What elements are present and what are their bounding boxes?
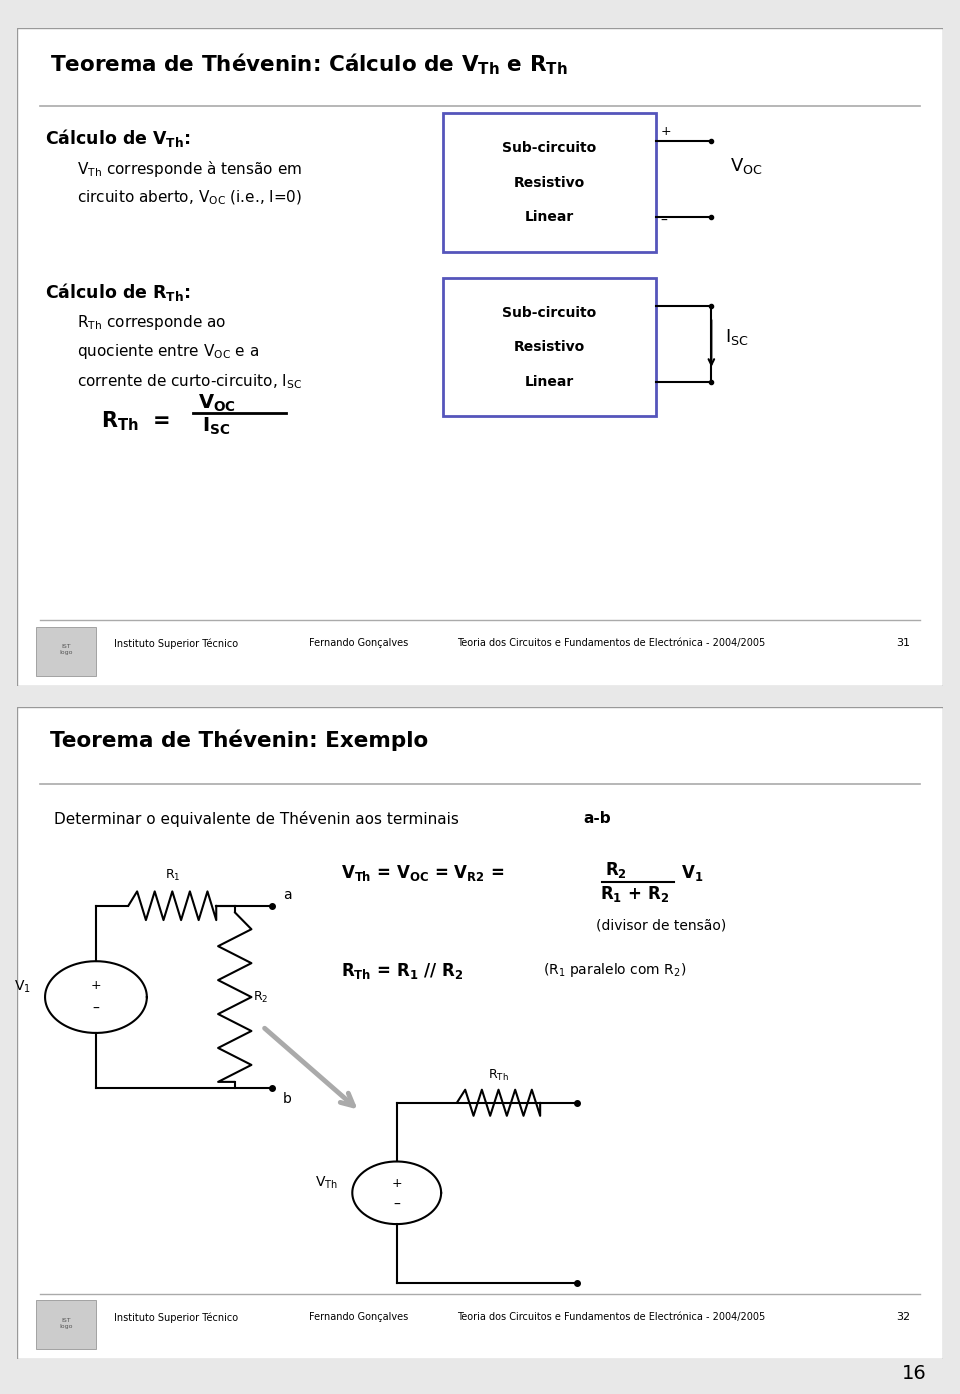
Text: Teoria dos Circuitos e Fundamentos de Electrónica - 2004/2005: Teoria dos Circuitos e Fundamentos de El…	[457, 638, 765, 648]
FancyBboxPatch shape	[443, 277, 656, 415]
Text: 16: 16	[901, 1363, 926, 1383]
FancyBboxPatch shape	[17, 28, 943, 686]
Text: Teorema de Thévenin: Exemplo: Teorema de Thévenin: Exemplo	[50, 729, 428, 751]
Text: $\mathbf{R}_\mathbf{Th}$  =: $\mathbf{R}_\mathbf{Th}$ =	[101, 410, 170, 434]
Text: Sub-circuito: Sub-circuito	[502, 141, 596, 155]
Text: $\mathbf{I}_\mathbf{SC}$: $\mathbf{I}_\mathbf{SC}$	[203, 415, 230, 438]
Text: V$_\mathregular{Th}$: V$_\mathregular{Th}$	[316, 1175, 339, 1192]
Text: Linear: Linear	[525, 210, 574, 224]
Text: V$_\mathregular{1}$: V$_\mathregular{1}$	[681, 863, 703, 884]
Text: R$_\mathregular{Th}$ = R$_\mathregular{1}$ // R$_\mathregular{2}$: R$_\mathregular{Th}$ = R$_\mathregular{1…	[341, 962, 464, 981]
Text: R$_\mathregular{1}$ + R$_\mathregular{2}$: R$_\mathregular{1}$ + R$_\mathregular{2}…	[600, 884, 669, 905]
Text: Teoria dos Circuitos e Fundamentos de Electrónica - 2004/2005: Teoria dos Circuitos e Fundamentos de El…	[457, 1312, 765, 1322]
Text: V$_\mathregular{Th}$ corresponde à tensão em: V$_\mathregular{Th}$ corresponde à tensã…	[78, 159, 302, 180]
Text: R$_\mathregular{2}$: R$_\mathregular{2}$	[605, 860, 627, 880]
Text: +: +	[660, 124, 671, 138]
Text: $\mathbf{V}_\mathbf{OC}$: $\mathbf{V}_\mathbf{OC}$	[198, 393, 236, 414]
FancyBboxPatch shape	[443, 113, 656, 251]
Text: Linear: Linear	[525, 375, 574, 389]
Text: Resistivo: Resistivo	[514, 340, 585, 354]
Text: Cálculo de V$_\mathregular{Th}$:: Cálculo de V$_\mathregular{Th}$:	[45, 127, 190, 149]
Text: corrente de curto-circuito, I$_\mathregular{SC}$: corrente de curto-circuito, I$_\mathregu…	[78, 372, 302, 390]
Text: a: a	[283, 888, 292, 902]
Text: V$_\mathregular{1}$: V$_\mathregular{1}$	[14, 979, 31, 995]
Text: Determinar o equivalente de Thévenin aos terminais: Determinar o equivalente de Thévenin aos…	[55, 811, 464, 827]
Text: R$_\mathregular{Th}$ corresponde ao: R$_\mathregular{Th}$ corresponde ao	[78, 312, 227, 332]
FancyBboxPatch shape	[36, 1301, 96, 1349]
Text: (R$_\mathregular{1}$ paralelo com R$_\mathregular{2}$): (R$_\mathregular{1}$ paralelo com R$_\ma…	[543, 962, 686, 979]
Text: I$_\mathregular{SC}$: I$_\mathregular{SC}$	[725, 328, 749, 347]
Text: circuito aberto, V$_\mathregular{OC}$ (i.e., I=0): circuito aberto, V$_\mathregular{OC}$ (i…	[78, 190, 302, 208]
Text: R$_\mathregular{Th}$: R$_\mathregular{Th}$	[488, 1068, 509, 1083]
Text: +: +	[90, 979, 101, 991]
Text: –: –	[660, 213, 667, 227]
Text: +: +	[392, 1177, 402, 1189]
Text: Instituto Superior Técnico: Instituto Superior Técnico	[114, 638, 239, 650]
Text: IST
logo: IST logo	[60, 644, 73, 655]
Text: b: b	[283, 1092, 292, 1105]
FancyBboxPatch shape	[36, 627, 96, 676]
Text: –: –	[394, 1197, 400, 1211]
Text: Cálculo de R$_\mathregular{Th}$:: Cálculo de R$_\mathregular{Th}$:	[45, 282, 190, 304]
Text: a-b: a-b	[584, 811, 612, 827]
Text: Fernando Gonçalves: Fernando Gonçalves	[309, 1312, 408, 1322]
Text: R$_\mathregular{1}$: R$_\mathregular{1}$	[164, 868, 180, 882]
Text: Instituto Superior Técnico: Instituto Superior Técnico	[114, 1312, 239, 1323]
Text: quociente entre V$_\mathregular{OC}$ e a: quociente entre V$_\mathregular{OC}$ e a	[78, 343, 259, 361]
Text: 32: 32	[897, 1312, 910, 1322]
Text: V$_\mathregular{Th}$ = V$_\mathregular{OC}$ = V$_\mathregular{R2}$ =: V$_\mathregular{Th}$ = V$_\mathregular{O…	[341, 863, 504, 884]
Text: V$_\mathregular{OC}$: V$_\mathregular{OC}$	[730, 156, 762, 176]
Text: Sub-circuito: Sub-circuito	[502, 305, 596, 319]
Text: –: –	[92, 1002, 100, 1016]
Text: (divisor de tensão): (divisor de tensão)	[595, 919, 726, 933]
Text: R$_\mathregular{2}$: R$_\mathregular{2}$	[253, 990, 269, 1005]
Text: Resistivo: Resistivo	[514, 176, 585, 190]
FancyBboxPatch shape	[17, 707, 943, 1359]
Text: 31: 31	[897, 638, 910, 648]
Text: Teorema de Thévenin: Cálculo de V$_\mathregular{Th}$ e R$_\mathregular{Th}$: Teorema de Thévenin: Cálculo de V$_\math…	[50, 52, 567, 77]
Text: IST
logo: IST logo	[60, 1317, 73, 1328]
Text: Fernando Gonçalves: Fernando Gonçalves	[309, 638, 408, 648]
